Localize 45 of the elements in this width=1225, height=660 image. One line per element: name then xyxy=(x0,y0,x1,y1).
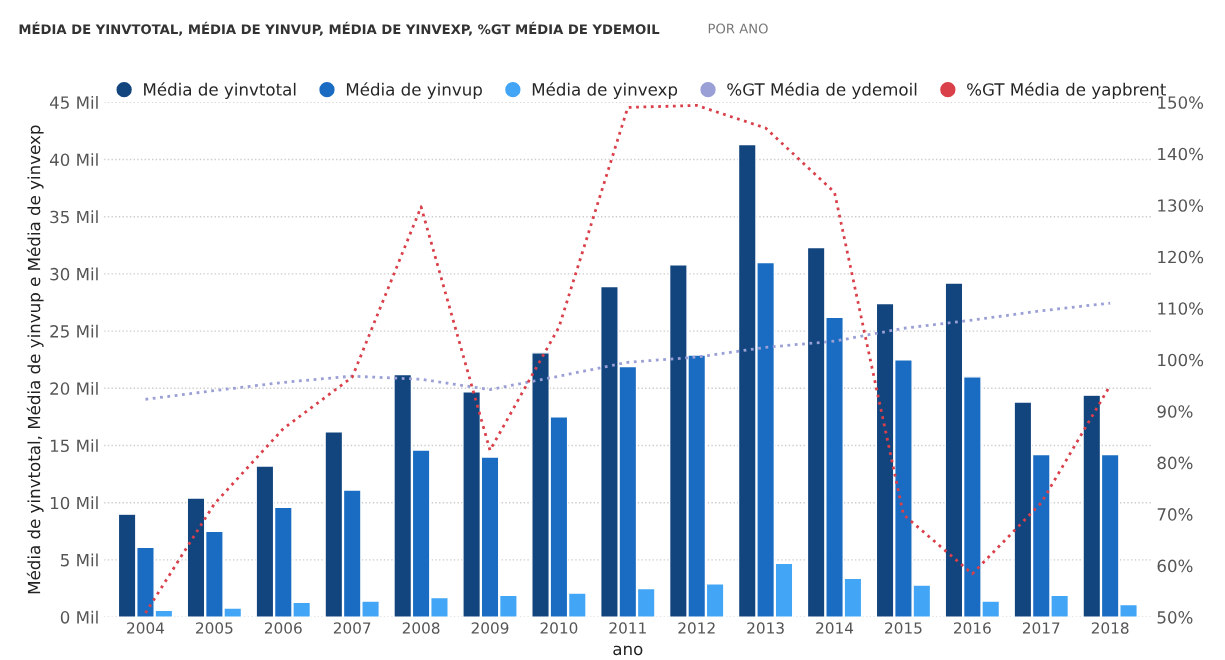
x-tick-label: 2007 xyxy=(333,622,371,634)
y2-tick-label: 80% xyxy=(1157,456,1193,470)
y2-tick-label: 90% xyxy=(1157,405,1193,418)
legend-label: Média de yinvexp xyxy=(532,82,678,99)
x-tick-label: 2017 xyxy=(1022,622,1060,634)
y-tick-label: 25 Mil xyxy=(50,324,98,338)
y-tick-label: 35 Mil xyxy=(50,210,98,224)
y2-tick-label: 110% xyxy=(1158,302,1204,315)
x-tick-label: 2015 xyxy=(885,622,922,634)
chart-subtitle: POR ANO xyxy=(708,23,768,34)
y2-tick-label: 100% xyxy=(1158,353,1204,367)
y-axis-title: Média de yinvtotal, Média de yinvup e Média de yinvexp xyxy=(26,125,44,594)
legend-label: Média de yinvtotal xyxy=(144,82,296,99)
y-tick-label: 20 Mil xyxy=(50,381,98,395)
x-tick-label: 2005 xyxy=(196,622,233,634)
x-tick-label: 2012 xyxy=(678,622,715,634)
line-series xyxy=(144,301,1112,401)
x-tick-label: 2013 xyxy=(747,622,784,634)
x-tick-label: 2006 xyxy=(264,622,302,634)
y-tick-label: 40 Mil xyxy=(49,153,98,167)
legend-label: Média de yinvup xyxy=(346,82,482,99)
y-tick-label: 5 Mil xyxy=(61,553,98,567)
y-tick-label: 10 Mil xyxy=(50,496,98,510)
x-tick-label: 2011 xyxy=(609,622,646,634)
x-tick-label: 2008 xyxy=(402,622,440,634)
y2-tick-label: 50% xyxy=(1157,611,1193,624)
y2-tick-label: 130% xyxy=(1158,199,1204,212)
x-tick-label: 2004 xyxy=(127,622,165,634)
y-tick-label: 45 Mil xyxy=(49,95,98,109)
x-tick-label: 2014 xyxy=(816,622,854,634)
y2-tick-label: 120% xyxy=(1158,250,1204,264)
x-tick-label: 2018 xyxy=(1091,622,1129,634)
line-series xyxy=(144,104,1112,615)
y-tick-label: 30 Mil xyxy=(50,267,98,281)
x-tick-label: 2009 xyxy=(471,622,509,634)
y2-tick-label: 140% xyxy=(1158,147,1204,161)
y2-tick-label: 60% xyxy=(1157,559,1193,573)
x-tick-label: 2016 xyxy=(954,622,991,634)
y2-tick-label: 70% xyxy=(1157,508,1193,521)
x-tick-label: 2010 xyxy=(540,622,578,634)
chart-title: MÉDIA DE YINVTOTAL, MÉDIA DE YINVUP, MÉDIA DE YINVEXP, %GT MÉDIA DE YDEMOIL xyxy=(19,21,660,36)
y-tick-label: 0 Mil xyxy=(60,610,98,624)
legend-label: %GT Média de ydemoil xyxy=(727,82,917,99)
x-axis-title: ano xyxy=(613,645,643,656)
y-tick-label: 15 Mil xyxy=(50,439,98,453)
